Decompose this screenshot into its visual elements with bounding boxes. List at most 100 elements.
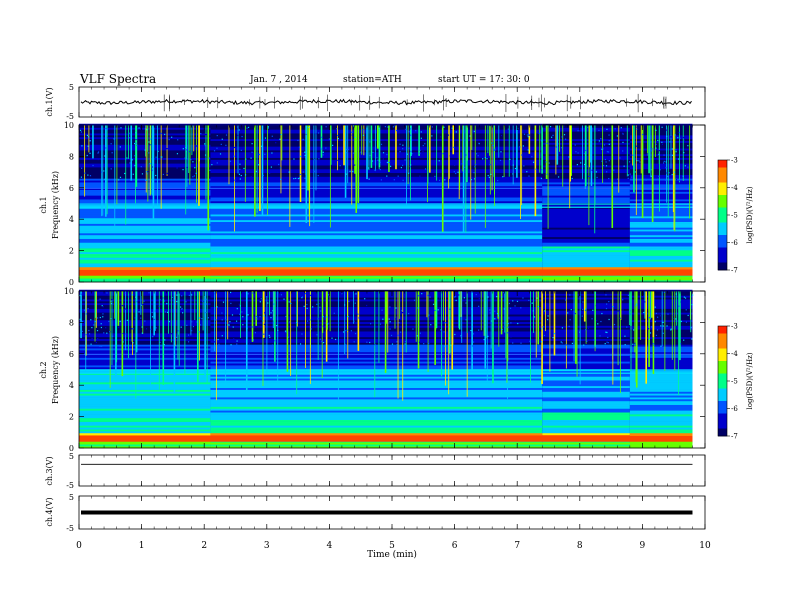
- spec-band: [629, 425, 693, 428]
- spec-band: [629, 266, 693, 270]
- spec-speckle: [195, 145, 198, 147]
- spec-band: [629, 312, 693, 315]
- spec-band: [210, 329, 543, 332]
- spec-sferic: [244, 125, 246, 202]
- ch3-ylabel: ch.3(V): [45, 456, 54, 485]
- spec-band: [629, 295, 693, 298]
- colorbar-cell: [718, 401, 727, 404]
- spec-speckle: [463, 166, 466, 168]
- spec-band: [542, 200, 630, 204]
- spec-speckle: [84, 172, 86, 174]
- spec-band: [79, 306, 211, 309]
- spec-speckle: [497, 179, 499, 182]
- spec-speckle: [109, 331, 111, 333]
- spec-band: [210, 248, 543, 251]
- spec-sferic: [150, 125, 152, 195]
- spec-speckle: [634, 342, 636, 344]
- spec-speckle: [161, 156, 163, 158]
- spec-sferic: [520, 125, 521, 220]
- spec-speckle: [434, 309, 436, 311]
- spec-band: [79, 291, 211, 294]
- spec-speckle: [267, 302, 269, 304]
- spec-speckle: [608, 160, 610, 162]
- spec-speckle: [304, 154, 306, 157]
- spec-speckle: [420, 131, 422, 133]
- spec-band: [542, 363, 630, 366]
- colorbar-tick-label--4: -4: [731, 184, 738, 192]
- spec-band: [210, 415, 543, 419]
- spec-sferic: [672, 125, 674, 213]
- spec-sferic: [487, 125, 489, 154]
- spec-speckle: [420, 137, 422, 139]
- spec-speckle: [284, 330, 287, 332]
- spec-speckle: [90, 343, 92, 345]
- spec-speckle: [666, 129, 668, 131]
- spec-speckle: [389, 321, 391, 323]
- spec-speckle: [627, 294, 630, 297]
- spec-speckle: [685, 321, 688, 323]
- spec-speckle: [571, 177, 573, 180]
- spec-band: [629, 257, 693, 260]
- spec-sferic: [435, 291, 438, 329]
- colorbar-cell: [718, 413, 727, 417]
- spec-band: [629, 370, 693, 373]
- spec-band: [542, 249, 630, 253]
- spec-speckle: [387, 161, 389, 163]
- spec-speckle: [410, 164, 412, 166]
- spec-band: [542, 351, 630, 355]
- spec-speckle: [91, 337, 93, 340]
- spec-band: [210, 168, 543, 172]
- spec-sferic: [347, 125, 349, 183]
- spec-sferic: [448, 125, 450, 189]
- spec-speckle: [306, 303, 308, 306]
- spec-speckle: [155, 327, 157, 329]
- spec-speckle: [134, 155, 136, 157]
- spec-speckle: [401, 310, 403, 312]
- spec-sferic: [378, 291, 380, 363]
- spec-band: [629, 399, 693, 402]
- x-tick-label-9: 9: [640, 541, 646, 551]
- spec-speckle: [432, 303, 435, 305]
- spec-band: [79, 216, 211, 219]
- spec-band: [79, 293, 211, 296]
- time-axis-tick-labels: 0 1 2 3 4 5 6 7 8 9 10: [76, 541, 711, 551]
- spec-speckle: [408, 172, 410, 174]
- spec-sferic: [274, 291, 276, 362]
- spec-band: [79, 133, 211, 136]
- spec-speckle: [247, 314, 249, 316]
- spec-speckle: [517, 127, 519, 130]
- spec-band: [79, 223, 211, 226]
- spec-band: [79, 167, 211, 170]
- spec-speckle: [181, 295, 183, 297]
- spec-speckle: [97, 152, 99, 154]
- spec-speckle: [118, 326, 120, 328]
- spec-speckle: [386, 175, 388, 177]
- spec-band: [79, 342, 211, 345]
- spec-speckle: [135, 142, 137, 144]
- spec-band: [629, 240, 693, 243]
- spec-band: [629, 363, 693, 366]
- spec-speckle: [477, 155, 479, 157]
- spec-sferic: [280, 125, 282, 194]
- spec-speckle: [655, 129, 657, 131]
- spec-band: [542, 395, 630, 398]
- spec-sferic: [157, 125, 159, 207]
- spec-sferic: [366, 125, 368, 180]
- spec-band: [210, 223, 543, 226]
- spec-speckle: [555, 146, 558, 148]
- spec-sferic: [588, 125, 590, 226]
- spec-speckle: [185, 149, 188, 151]
- spec-band: [79, 225, 211, 228]
- spec-sferic: [617, 291, 619, 366]
- spec-band: [79, 336, 211, 340]
- spec-sferic: [85, 291, 87, 372]
- spec-speckle: [144, 320, 146, 322]
- spec-speckle: [580, 162, 582, 164]
- spec-sferic: [448, 125, 450, 179]
- spec-speckle: [533, 316, 536, 318]
- spec-band: [79, 301, 211, 304]
- spec-band: [210, 185, 543, 189]
- spec-speckle: [146, 173, 148, 175]
- spec-speckle: [599, 335, 601, 337]
- spec-sferic: [465, 125, 467, 233]
